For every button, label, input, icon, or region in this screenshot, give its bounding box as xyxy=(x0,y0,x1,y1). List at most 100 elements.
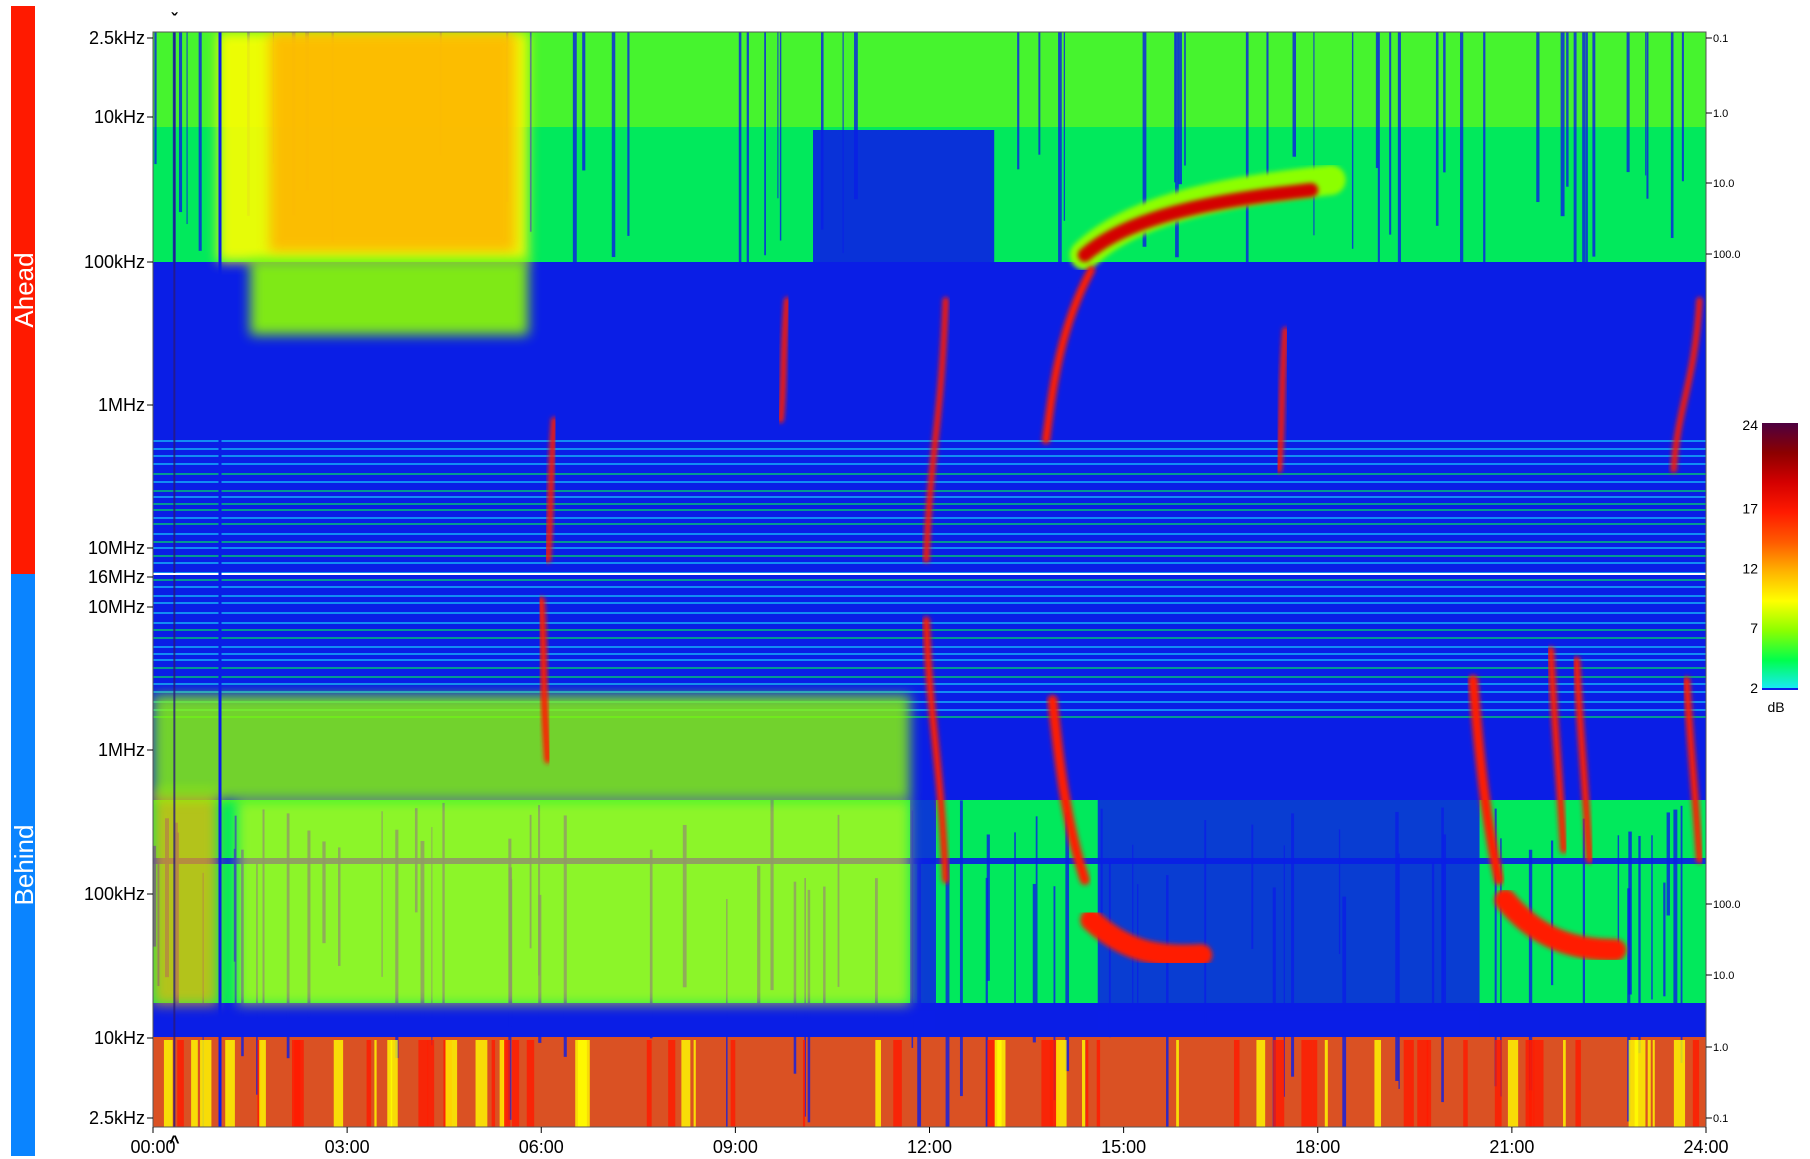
x-tick-label: 21:00 xyxy=(1489,1137,1534,1157)
hf-noise-line xyxy=(153,555,1706,557)
emission-regions xyxy=(153,32,1700,1127)
x-tick-label: 18:00 xyxy=(1295,1137,1340,1157)
noise-streak xyxy=(1174,32,1176,183)
behind-2k5-streak xyxy=(668,1040,676,1127)
behind-2k5-streak xyxy=(1652,1040,1655,1127)
behind-2k5-streak xyxy=(1374,1040,1382,1127)
noise-streak xyxy=(234,815,237,1013)
behind-2k5-streak xyxy=(225,1040,235,1127)
noise-streak xyxy=(1500,838,1502,1097)
behind-2k5-streak xyxy=(387,1040,393,1127)
noise-streak xyxy=(1560,32,1565,217)
behind-2k5-streak xyxy=(802,1040,806,1127)
behind-2k5-streak xyxy=(1273,1040,1285,1127)
noise-streak xyxy=(1681,32,1684,182)
noise-streak xyxy=(1266,32,1269,190)
noise-streak xyxy=(764,32,766,256)
noise-streak xyxy=(1483,32,1486,264)
behind-2k5-streak xyxy=(1403,1040,1414,1127)
behind-2k5-streak xyxy=(1692,1040,1700,1127)
behind-green-region xyxy=(153,695,911,800)
behind-2k5-streak xyxy=(1563,1040,1566,1127)
behind-2k5-streak xyxy=(1096,1040,1101,1127)
behind-2k5-streak xyxy=(475,1040,488,1127)
y-axis-right: 0.1 1.0 10.0 100.0 100.0 10.0 1.0 0.1 xyxy=(1706,33,1741,1125)
noise-streak xyxy=(1573,32,1577,291)
ahead-burst-tail xyxy=(1041,266,1096,444)
behind-2k5-streak xyxy=(998,1040,1006,1127)
noise-streak xyxy=(1245,32,1249,267)
y-tick-label: 10kHz xyxy=(94,1028,145,1048)
behind-2k5-streak xyxy=(1086,1040,1089,1127)
noise-streak xyxy=(1582,818,1586,1021)
behind-orange-region xyxy=(153,790,218,1005)
y-tick-label: 1MHz xyxy=(98,395,145,415)
noise-streak xyxy=(1628,831,1632,995)
y-tick-label: 2.5kHz xyxy=(89,28,145,48)
behind-2k5-streak xyxy=(994,1040,999,1127)
behind-2k5-streak xyxy=(1673,1040,1686,1127)
behind-2k5-streak xyxy=(693,1040,696,1127)
behind-type-iii-burst xyxy=(922,616,950,884)
noise-streak xyxy=(1014,832,1016,1004)
behind-2k5-streak xyxy=(1647,1040,1651,1127)
noise-streak xyxy=(777,32,779,199)
x-tick-label: 24:00 xyxy=(1683,1137,1728,1157)
behind-yellow-region xyxy=(237,800,911,1005)
behind-2k5-streak xyxy=(445,1040,458,1127)
hf-noise-line xyxy=(153,448,1706,450)
behind-2k5-streak xyxy=(418,1040,429,1127)
x-tick-label: 03:00 xyxy=(325,1137,370,1157)
noise-streak xyxy=(178,32,183,213)
behind-2k5-streak xyxy=(374,1040,377,1127)
noise-streak xyxy=(985,877,988,1127)
noise-streak xyxy=(1617,835,1620,952)
noise-streak xyxy=(1178,32,1182,185)
colorbar-tick-label: 17 xyxy=(1742,501,1758,517)
noise-streak xyxy=(959,800,963,1097)
noise-streak xyxy=(1566,32,1569,187)
noise-streak xyxy=(738,32,742,279)
behind-2k5-streak xyxy=(191,1040,198,1127)
hf-noise-line xyxy=(153,595,1706,597)
behind-2k5-streak xyxy=(1176,1040,1179,1127)
noise-streak xyxy=(1063,32,1066,221)
behind-2k5-streak xyxy=(1463,1040,1468,1127)
behind-2k5-streak xyxy=(1256,1040,1266,1127)
noise-streak xyxy=(1377,32,1380,275)
right-tick-label: 100.0 xyxy=(1713,249,1741,261)
ahead-type-iii-burst xyxy=(544,417,558,563)
behind-2k5-streak xyxy=(259,1040,266,1127)
x-tick-label: 15:00 xyxy=(1101,1137,1146,1157)
noise-streak xyxy=(1038,32,1041,155)
hf-noise-line xyxy=(153,463,1706,465)
time-marker-top: ˇ xyxy=(171,10,178,30)
noise-streak xyxy=(1017,32,1020,170)
colorbar: 24 17 12 7 2 dB xyxy=(1742,417,1798,715)
right-tick-label: 1.0 xyxy=(1713,108,1728,120)
noise-streak xyxy=(1585,32,1588,282)
noise-streak xyxy=(186,32,188,225)
behind-2k5-streak xyxy=(646,1040,652,1127)
noise-streak xyxy=(1582,32,1586,263)
behind-2k5-streak xyxy=(366,1040,372,1127)
noise-streak xyxy=(1592,32,1596,257)
y-tick-label: 10MHz xyxy=(88,538,145,558)
ahead-type-iii-burst xyxy=(1670,297,1703,473)
data-gap xyxy=(910,800,936,1037)
right-tick-label: 0.1 xyxy=(1713,33,1728,45)
y-tick-label: 2.5kHz xyxy=(89,1108,145,1128)
time-marker-bottom: ^ xyxy=(169,1132,180,1152)
noise-streak xyxy=(1397,32,1401,264)
hf-noise-line xyxy=(153,562,1706,564)
behind-gap-line xyxy=(153,858,1706,864)
y-tick-label: 16MHz xyxy=(88,567,145,587)
right-tick-label: 100.0 xyxy=(1713,899,1741,911)
noise-streak xyxy=(779,32,782,241)
behind-2k5-streak xyxy=(1041,1040,1053,1127)
x-tick-label: 00:00 xyxy=(130,1137,175,1157)
noise-streak xyxy=(1035,816,1038,1014)
noise-streak xyxy=(154,32,157,165)
behind-2k5-streak xyxy=(1417,1040,1429,1127)
noise-streak xyxy=(1663,882,1666,997)
